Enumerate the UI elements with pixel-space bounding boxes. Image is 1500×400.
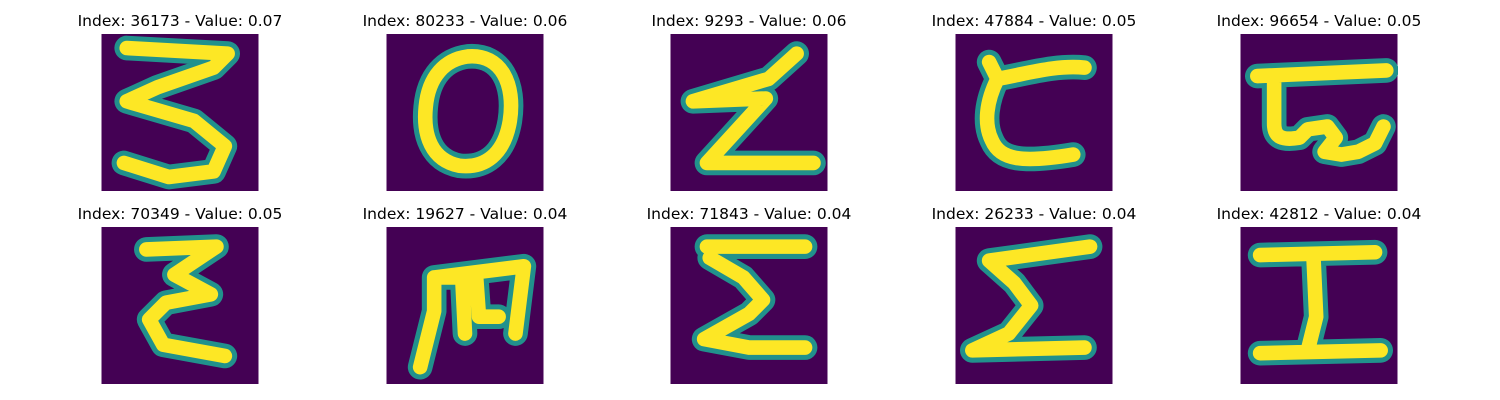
- sample-title: Index: 36173 - Value: 0.07: [77, 12, 283, 30]
- glyph-svg: [101, 227, 259, 384]
- sample-cell: Index: 26233 - Value: 0.04: [892, 193, 1176, 384]
- glyph-image: [386, 34, 544, 191]
- glyph-stroke: [965, 239, 1098, 358]
- glyph-svg: [386, 34, 544, 191]
- glyph-stroke: [1250, 63, 1394, 162]
- glyph-stroke: [1252, 244, 1388, 361]
- glyph-svg: [955, 34, 1113, 191]
- sample-title: Index: 42812 - Value: 0.04: [1216, 205, 1422, 223]
- sample-title: Index: 19627 - Value: 0.04: [362, 205, 568, 223]
- sample-title: Index: 80233 - Value: 0.06: [362, 12, 568, 30]
- glyph-stroke: [417, 49, 519, 174]
- glyph-image: [1240, 227, 1398, 384]
- glyph-stroke: [116, 40, 235, 185]
- sample-title: Index: 96654 - Value: 0.05: [1216, 12, 1422, 30]
- glyph-image: [955, 227, 1113, 384]
- glyph-svg: [386, 227, 544, 384]
- glyph-svg: [1240, 227, 1398, 384]
- sample-title: Index: 9293 - Value: 0.06: [651, 12, 847, 30]
- sample-cell: Index: 47884 - Value: 0.05: [892, 0, 1176, 191]
- glyph-image: [101, 227, 259, 384]
- sample-title: Index: 71843 - Value: 0.04: [646, 205, 852, 223]
- glyph-svg: [670, 227, 828, 384]
- glyph-stroke: [979, 54, 1092, 167]
- sample-title: Index: 47884 - Value: 0.05: [931, 12, 1137, 30]
- sample-cell: Index: 9293 - Value: 0.06: [607, 0, 891, 191]
- glyph-stroke: [696, 239, 813, 355]
- sample-cell: Index: 19627 - Value: 0.04: [323, 193, 607, 384]
- glyph-image: [670, 34, 828, 191]
- sample-cell: Index: 71843 - Value: 0.04: [607, 193, 891, 384]
- sample-cell: Index: 80233 - Value: 0.06: [323, 0, 607, 191]
- glyph-image: [670, 227, 828, 384]
- glyph-stroke: [412, 258, 532, 375]
- glyph-svg: [955, 227, 1113, 384]
- glyph-stroke: [685, 46, 821, 171]
- sample-title: Index: 26233 - Value: 0.04: [931, 205, 1137, 223]
- sample-cell: Index: 36173 - Value: 0.07: [38, 0, 322, 191]
- sample-cell: Index: 96654 - Value: 0.05: [1177, 0, 1461, 191]
- glyph-image: [955, 34, 1113, 191]
- glyph-svg: [670, 34, 828, 191]
- sample-cell: Index: 42812 - Value: 0.04: [1177, 193, 1461, 384]
- glyph-image: [1240, 34, 1398, 191]
- glyph-image: [101, 34, 259, 191]
- glyph-svg: [1240, 34, 1398, 191]
- glyph-stroke: [139, 239, 233, 364]
- sample-cell: Index: 70349 - Value: 0.05: [38, 193, 322, 384]
- glyph-svg: [101, 34, 259, 191]
- glyph-image: [386, 227, 544, 384]
- sample-title: Index: 70349 - Value: 0.05: [77, 205, 283, 223]
